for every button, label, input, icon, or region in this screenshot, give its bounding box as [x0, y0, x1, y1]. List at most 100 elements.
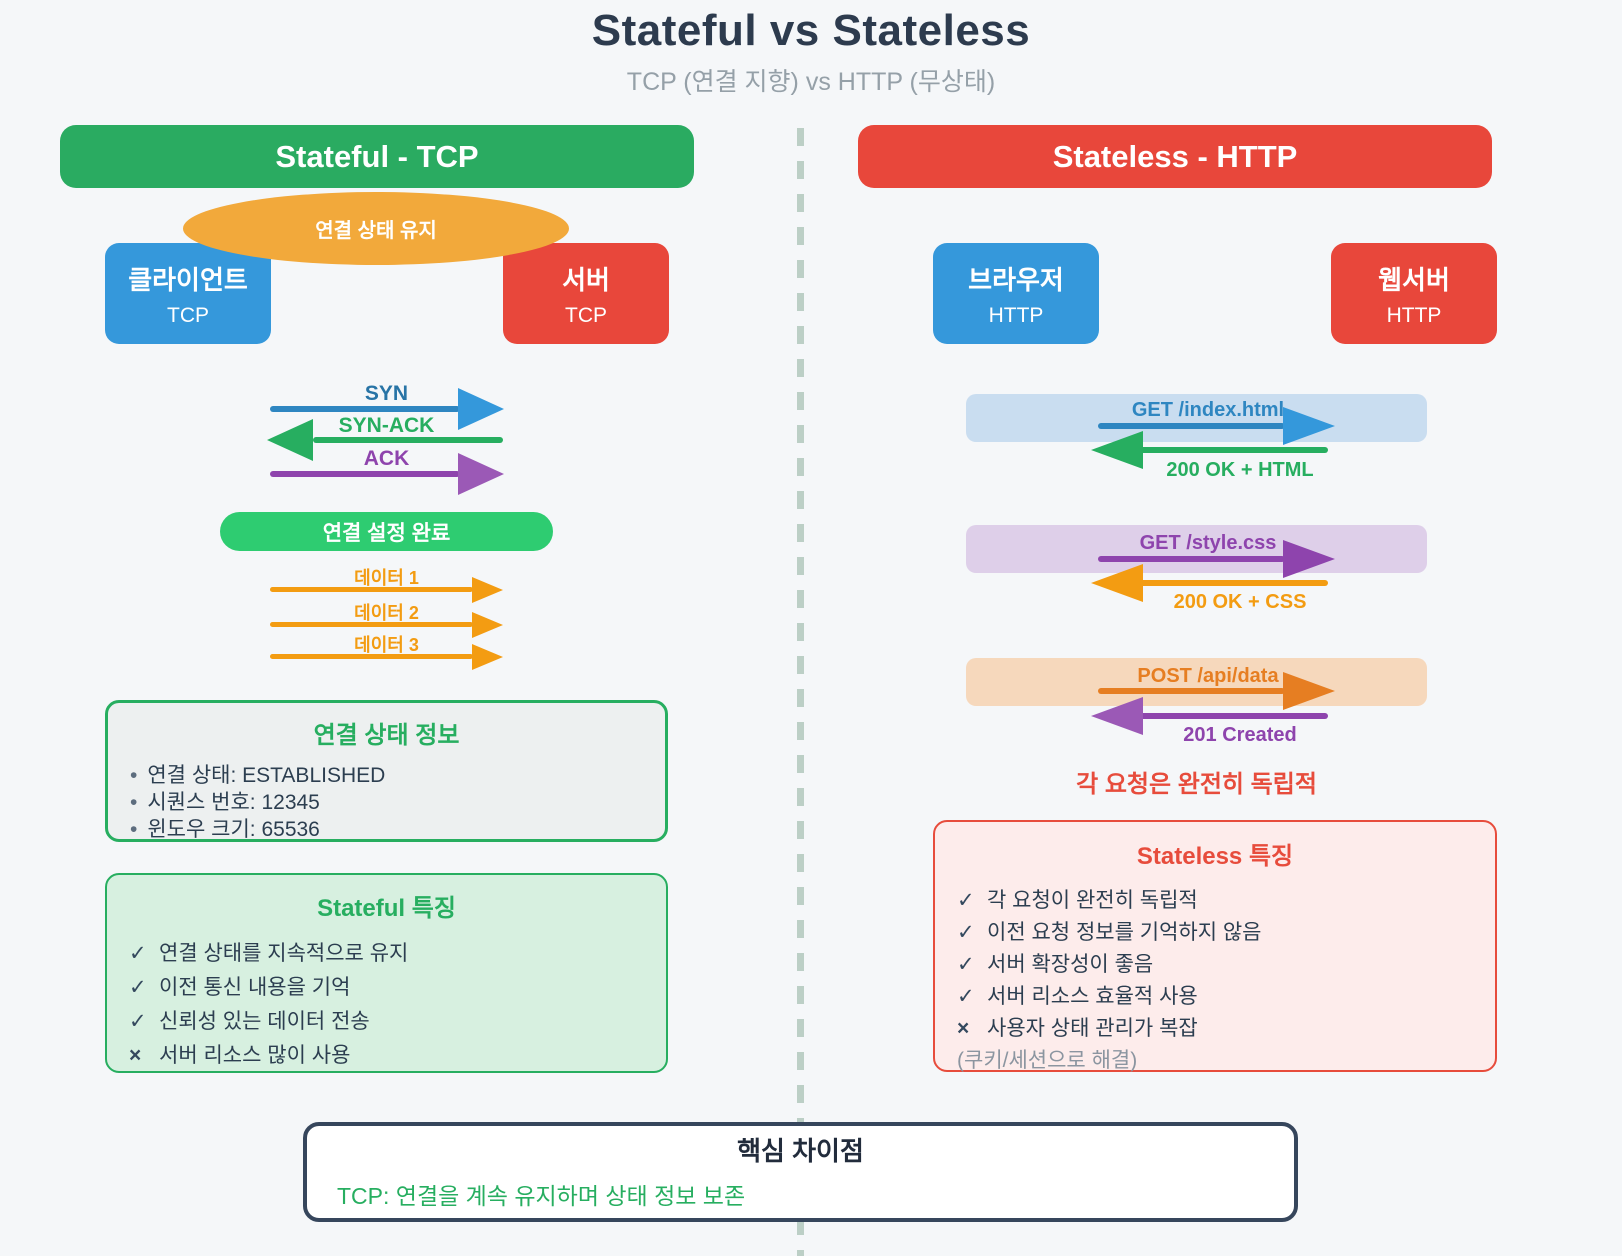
- stateful-header: Stateful - TCP: [60, 125, 694, 188]
- feature-text: 이전 요청 정보를 기억하지 않음: [987, 921, 1262, 944]
- key-differences-title: 핵심 차이점: [737, 1136, 864, 1166]
- exchange2-response-label: 200 OK + CSS: [1173, 591, 1307, 613]
- state-info-item: • 연결 상태: ESTABLISHED: [130, 762, 665, 789]
- data3-label: 데이터 3: [354, 635, 419, 655]
- server-name: 서버: [562, 264, 610, 295]
- stateless-header: Stateless - HTTP: [858, 125, 1492, 188]
- data3-arrowhead-icon: [472, 644, 503, 670]
- data1-arrowhead-icon: [472, 577, 503, 603]
- check-icon: ✓: [129, 1010, 147, 1033]
- exchange3-request-line: [1098, 688, 1285, 694]
- exchange3-request-label: POST /api/data: [1137, 665, 1279, 687]
- exchange1-request-line: [1098, 423, 1285, 429]
- webserver-name: 웹서버: [1378, 264, 1450, 295]
- check-icon: ✓: [957, 889, 975, 912]
- state-info-text: 윈도우 크기: 65536: [147, 818, 320, 841]
- feature-text: 서버 확장성이 좋음: [987, 953, 1154, 976]
- server-node: 서버 TCP: [503, 243, 669, 344]
- stateful-features-panel: Stateful 특징 ✓ 연결 상태를 지속적으로 유지 ✓ 이전 통신 내용…: [105, 873, 668, 1073]
- exchange3-band: [966, 658, 1427, 706]
- exchange1-response-arrowhead-icon: [1091, 431, 1143, 469]
- exchange1-request-arrowhead-icon: [1283, 407, 1335, 445]
- feature-text: 연결 상태를 지속적으로 유지: [159, 942, 409, 965]
- feature-text: 각 요청이 완전히 독립적: [987, 889, 1198, 912]
- cross-icon: ×: [957, 1017, 970, 1040]
- cross-icon: ×: [129, 1044, 142, 1067]
- webserver-protocol: HTTP: [1386, 303, 1442, 327]
- exchange3-response-arrowhead-icon: [1091, 697, 1143, 735]
- client-node: 클라이언트 TCP: [105, 243, 271, 344]
- ack-arrow-line: [270, 471, 460, 477]
- connection-established-pill: 연결 설정 완료: [220, 512, 553, 551]
- exchange1-response-label: 200 OK + HTML: [1166, 459, 1314, 481]
- feature-text: 신뢰성 있는 데이터 전송: [159, 1010, 370, 1033]
- page-subtitle: TCP (연결 지향) vs HTTP (무상태): [626, 68, 996, 96]
- browser-protocol: HTTP: [988, 303, 1044, 327]
- exchange2-request-line: [1098, 556, 1285, 562]
- check-icon: ✓: [957, 921, 975, 944]
- exchange1-band: [966, 394, 1427, 442]
- feature-text: 사용자 상태 관리가 복잡: [987, 1017, 1198, 1040]
- exchange2-response-line: [1140, 580, 1328, 586]
- data1-label: 데이터 1: [354, 568, 419, 588]
- feature-item: × 사용자 상태 관리가 복잡: [957, 1013, 1495, 1045]
- feature-item: ✓ 서버 확장성이 좋음: [957, 949, 1495, 981]
- center-divider: [797, 128, 804, 1256]
- server-protocol: TCP: [565, 303, 607, 327]
- check-icon: ✓: [129, 976, 147, 999]
- client-protocol: TCP: [167, 303, 209, 327]
- data2-arrow-line: [270, 622, 473, 627]
- features-footnote: (쿠키/세션으로 해결): [957, 1049, 1138, 1072]
- browser-node: 브라우저 HTTP: [933, 243, 1099, 344]
- syn-ack-label: SYN-ACK: [338, 414, 435, 437]
- data2-arrowhead-icon: [472, 612, 503, 638]
- stateful-features-title: Stateful 특징: [317, 895, 456, 922]
- exchange2-band: [966, 525, 1427, 573]
- exchange1-request-label: GET /index.html: [1131, 399, 1285, 421]
- browser-name: 브라우저: [968, 264, 1064, 295]
- exchange3-request-arrowhead-icon: [1283, 672, 1335, 710]
- client-name: 클라이언트: [128, 264, 248, 295]
- feature-text: 서버 리소스 효율적 사용: [987, 985, 1198, 1008]
- state-info-item: • 시퀀스 번호: 12345: [130, 789, 665, 816]
- state-info-text: 시퀀스 번호: 12345: [147, 791, 320, 814]
- syn-ack-arrowhead-icon: [267, 419, 313, 461]
- syn-ack-arrow-line: [313, 437, 503, 443]
- key-differences-panel: 핵심 차이점 TCP: 연결을 계속 유지하며 상태 정보 보존 HTTP: 매…: [303, 1122, 1298, 1222]
- stateless-features-panel: Stateless 특징 ✓ 각 요청이 완전히 독립적 ✓ 이전 요청 정보를…: [933, 820, 1497, 1072]
- feature-text: 서버 리소스 많이 사용: [159, 1044, 351, 1067]
- exchange2-request-label: GET /style.css: [1139, 532, 1277, 554]
- independence-note: 각 요청은 완전히 독립적: [1076, 771, 1317, 798]
- bullet-icon: •: [130, 764, 138, 787]
- connection-state-info-panel: 연결 상태 정보 • 연결 상태: ESTABLISHED • 시퀀스 번호: …: [105, 700, 668, 842]
- key-http-line: HTTP: 매번 새로운 요청으로 처리, 상태 정보 없음: [337, 1220, 1294, 1222]
- page-title: Stateful vs Stateless: [591, 6, 1031, 55]
- syn-arrowhead-icon: [458, 388, 504, 430]
- exchange3-response-line: [1140, 713, 1328, 719]
- check-icon: ✓: [129, 942, 147, 965]
- key-tcp-line: TCP: 연결을 계속 유지하며 상태 정보 보존: [337, 1183, 746, 1209]
- check-icon: ✓: [957, 985, 975, 1008]
- syn-arrow-line: [270, 406, 460, 412]
- state-info-text: 연결 상태: ESTABLISHED: [147, 764, 386, 787]
- connection-state-info-title: 연결 상태 정보: [313, 722, 460, 749]
- bullet-icon: •: [130, 791, 138, 814]
- exchange2-request-arrowhead-icon: [1283, 540, 1335, 578]
- connection-state-ellipse: 연결 상태 유지: [183, 192, 569, 265]
- state-info-item: • 윈도우 크기: 65536: [130, 816, 665, 843]
- feature-item: × 서버 리소스 많이 사용: [129, 1039, 666, 1073]
- exchange1-response-line: [1140, 447, 1328, 453]
- data2-label: 데이터 2: [354, 603, 419, 623]
- ack-label: ACK: [363, 447, 410, 470]
- exchange2-response-arrowhead-icon: [1091, 564, 1143, 602]
- ack-arrowhead-icon: [458, 453, 504, 495]
- feature-item: ✓ 이전 통신 내용을 기억: [129, 971, 666, 1005]
- feature-item: ✓ 각 요청이 완전히 독립적: [957, 885, 1495, 917]
- webserver-node: 웹서버 HTTP: [1331, 243, 1497, 344]
- data3-arrow-line: [270, 654, 473, 659]
- data1-arrow-line: [270, 587, 473, 592]
- feature-item: ✓ 연결 상태를 지속적으로 유지: [129, 937, 666, 971]
- feature-item: ✓ 이전 요청 정보를 기억하지 않음: [957, 917, 1495, 949]
- feature-item: ✓ 서버 리소스 효율적 사용: [957, 981, 1495, 1013]
